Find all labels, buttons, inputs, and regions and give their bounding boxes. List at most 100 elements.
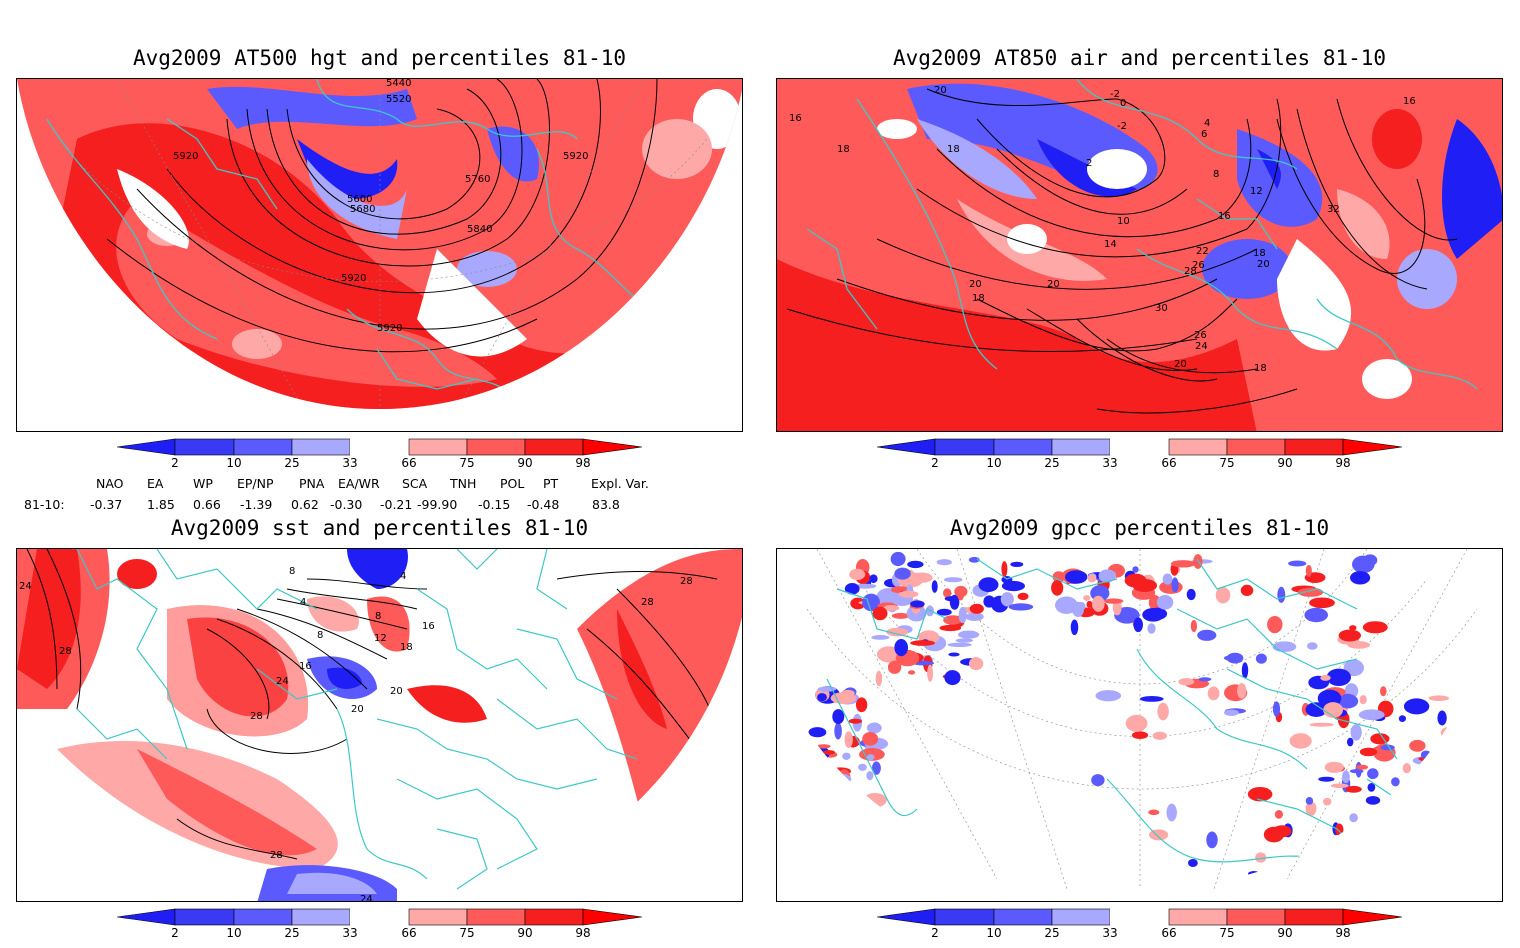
- contour-label: 22: [1196, 246, 1209, 257]
- contour-label: 18: [837, 144, 850, 155]
- precip-patch: [1125, 714, 1148, 732]
- precip-patch: [927, 664, 934, 682]
- precip-patch: [1420, 750, 1432, 760]
- precip-patch: [1356, 764, 1368, 770]
- temperature-contours: [786, 88, 1458, 414]
- precip-patch: [1365, 835, 1373, 847]
- precip-patch: [844, 583, 860, 595]
- precip-patch: [883, 605, 900, 611]
- precip-patch: [1349, 813, 1358, 823]
- colorbar-label: 90: [517, 926, 533, 940]
- precip-patch: [871, 761, 881, 775]
- precip-patch: [1452, 801, 1478, 816]
- precip-patch: [910, 640, 935, 646]
- contour-label: 28: [270, 850, 283, 861]
- precip-patch: [944, 670, 961, 686]
- height-contours: [106, 79, 658, 353]
- contour-label: 6: [1201, 129, 1207, 140]
- precip-patch: [1277, 586, 1286, 603]
- precip-patch: [866, 754, 875, 761]
- contour-label: 28: [250, 711, 263, 722]
- precip-patch: [1247, 787, 1273, 802]
- precip-patch: [1349, 769, 1364, 774]
- contour-label: 18: [972, 293, 985, 304]
- index-value: -99.90: [417, 497, 458, 512]
- precip-patch: [936, 559, 952, 566]
- precip-patch: [862, 732, 879, 746]
- map-panel-hgt500: 5440 5520 5920 5600 5680 5760 5840 5920 …: [16, 78, 743, 432]
- precip-patch: [1362, 621, 1388, 634]
- precip-patch: [1274, 810, 1283, 819]
- precip-patch: [887, 660, 902, 674]
- precip-patch: [1148, 809, 1160, 816]
- precip-patch: [1272, 641, 1297, 652]
- precip-patch: [1017, 592, 1029, 601]
- precip-patch: [835, 784, 846, 793]
- index-header: WP: [193, 476, 213, 491]
- precip-patch: [858, 763, 867, 771]
- precip-patch: [1171, 577, 1179, 593]
- precip-patch: [1358, 709, 1385, 721]
- map-panel-air850: 20 -2 0 -2 4 6 16 18 18 2 8 10 12 14 16 …: [776, 78, 1503, 432]
- precip-patch: [829, 773, 852, 785]
- index-header: EP/NP: [237, 476, 274, 491]
- precip-patch: [838, 798, 849, 809]
- contour-label: 8: [375, 611, 381, 622]
- index-header: POL: [500, 476, 525, 491]
- precip-patch: [826, 786, 836, 791]
- shading: [17, 549, 742, 901]
- precip-patch: [948, 652, 960, 657]
- precip-patch: [1350, 571, 1371, 585]
- precip-patch: [862, 593, 880, 612]
- precip-patch: [968, 556, 980, 563]
- precip-patch: [1403, 830, 1414, 843]
- precip-patch: [1437, 710, 1447, 726]
- precip-patch: [1091, 774, 1105, 787]
- precip-patch: [837, 792, 857, 803]
- precip-patch: [1305, 797, 1314, 805]
- colorbar-label: 66: [401, 456, 417, 470]
- contour-label: 10: [1117, 216, 1130, 227]
- precip-patch: [1345, 785, 1362, 793]
- precip-patch: [1330, 783, 1349, 789]
- colorbar-label: 10: [226, 456, 242, 470]
- contour-label: 5520: [386, 94, 411, 105]
- contour-label: 20: [390, 686, 403, 697]
- colorbar-label: 98: [575, 926, 591, 940]
- precip-patch: [848, 718, 862, 724]
- precip-patch: [1010, 561, 1024, 567]
- contour-label: 14: [1104, 239, 1117, 250]
- precip-patch: [824, 769, 838, 787]
- contour-label: 26: [1194, 330, 1207, 341]
- colorbar-air850: 2 10 25 33 66 75 90 98: [877, 438, 1402, 478]
- precip-patch: [826, 763, 836, 776]
- precip-patch: [931, 580, 938, 593]
- sst-contours: [26, 549, 718, 860]
- precip-patch: [1051, 580, 1064, 596]
- precip-patch: [1359, 747, 1378, 757]
- precip-patch: [1347, 737, 1354, 747]
- precip-patch: [969, 603, 984, 614]
- precip-patch: [1001, 580, 1025, 592]
- precip-patch: [1001, 561, 1008, 577]
- map-panel-gpcc: [776, 548, 1503, 902]
- precip-patch: [1342, 770, 1350, 784]
- index-header: EA: [147, 476, 164, 491]
- precip-patch: [1103, 598, 1124, 604]
- precip-patch: [1156, 595, 1174, 610]
- precip-patch: [969, 657, 984, 671]
- colorbar-label: 25: [1044, 456, 1060, 470]
- precip-patch: [1223, 655, 1233, 661]
- colorbar-label: 75: [1219, 926, 1235, 940]
- precip-patch: [1309, 722, 1334, 727]
- contour-label: 28: [641, 597, 654, 608]
- precip-patch: [841, 689, 855, 697]
- precip-patch: [1077, 602, 1086, 611]
- precip-patch: [1162, 573, 1173, 585]
- precip-patch: [1326, 856, 1334, 872]
- precip-patch: [1442, 796, 1469, 809]
- precip-patch: [1380, 744, 1395, 751]
- precip-patch: [1215, 587, 1231, 604]
- precip-patch: [1193, 554, 1203, 569]
- contour-label: -2: [1110, 89, 1120, 100]
